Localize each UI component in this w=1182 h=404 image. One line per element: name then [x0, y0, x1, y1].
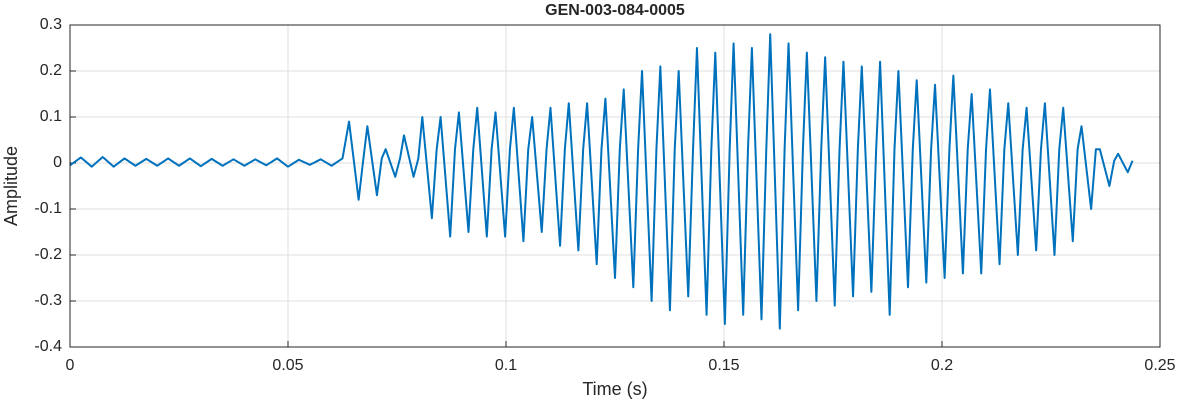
y-tick-label: -0.2 — [34, 246, 62, 263]
x-axis-label: Time (s) — [582, 379, 647, 399]
y-tick-label: 0.3 — [40, 16, 62, 33]
x-tick-label: 0.05 — [272, 357, 303, 374]
chart-title: GEN-003-084-0005 — [545, 2, 685, 19]
y-tick-label: -0.4 — [34, 338, 62, 355]
y-tick-label: 0 — [53, 154, 62, 171]
x-tick-label: 0.2 — [931, 357, 953, 374]
y-axis-label: Amplitude — [1, 146, 21, 226]
x-tick-label: 0 — [66, 357, 75, 374]
axes-box — [69, 24, 1161, 348]
x-tick-label: 0.25 — [1144, 357, 1175, 374]
signal-line — [69, 33, 1134, 330]
y-tick-label: 0.2 — [40, 62, 62, 79]
plot-area — [70, 25, 1160, 347]
y-tick-label: -0.1 — [34, 200, 62, 217]
x-tick-label: 0.1 — [495, 357, 517, 374]
x-tick-label: 0.15 — [708, 357, 739, 374]
y-tick-label: 0.1 — [40, 108, 62, 125]
y-tick-label: -0.3 — [34, 292, 62, 309]
